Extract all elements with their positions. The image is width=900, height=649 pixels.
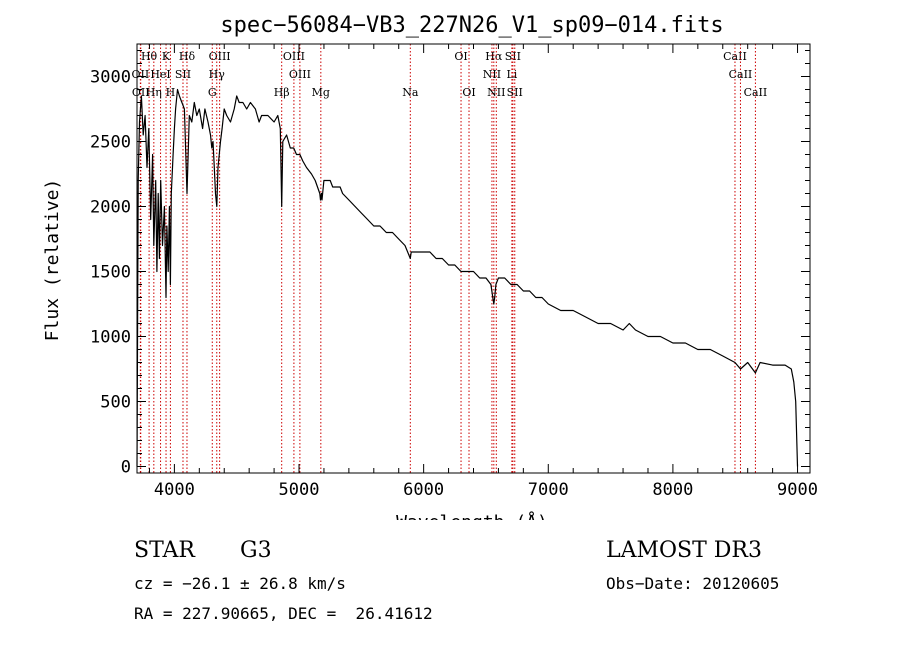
spectral-line-label: NII xyxy=(483,68,501,81)
spectral-line-label: Hγ xyxy=(209,68,226,81)
x-tick-label: 6000 xyxy=(403,480,444,500)
spectrum-layer xyxy=(136,88,799,467)
redshift-cz: cz = −26.1 ± 26.8 km/s xyxy=(134,574,346,593)
spectral-line-label: OIII xyxy=(209,50,231,63)
spectral-line-label: OI xyxy=(462,86,475,99)
object-class: STAR xyxy=(134,538,195,563)
y-tick-label: 500 xyxy=(100,393,131,413)
spectral-line-label: K xyxy=(162,50,171,63)
x-tick-label: 4000 xyxy=(154,480,195,500)
y-tick-label: 0 xyxy=(121,458,131,478)
spectral-line-label: OII xyxy=(132,86,150,99)
y-tick-label: 1000 xyxy=(90,328,131,348)
spectral-line-label: Hδ xyxy=(179,50,196,63)
observation-date: Obs−Date: 20120605 xyxy=(606,574,780,593)
spectral-line-label: Hβ xyxy=(274,86,290,99)
x-tick-label: 7000 xyxy=(528,480,569,500)
spectral-line-label: HeI xyxy=(150,68,170,81)
spectral-line-label: SII xyxy=(175,68,191,81)
spectral-line-label: Mg xyxy=(312,86,330,99)
spectral-line-label: OI xyxy=(454,50,467,63)
x-tick-label: 9000 xyxy=(777,480,818,500)
spectral-line-label: SII xyxy=(507,86,523,99)
y-tick-label: 3000 xyxy=(90,68,131,88)
ra-dec-coordinates: RA = 227.90665, DEC = 26.41612 xyxy=(134,604,433,623)
spectral-line-label: OIII xyxy=(283,50,305,63)
plot-frame xyxy=(136,43,811,474)
survey-name: LAMOST DR3 xyxy=(606,538,762,563)
spectral-line-label: OII xyxy=(132,68,150,81)
x-axis-label: Wavelength (Å) xyxy=(396,511,548,520)
x-tick-label: 8000 xyxy=(652,480,693,500)
object-subclass: G3 xyxy=(240,538,272,563)
spectral-line-label: CaII xyxy=(744,86,768,99)
y-tick-label: 2500 xyxy=(90,133,131,153)
spectral-line-label: CaII xyxy=(729,68,753,81)
spectrum-chart: spec−56084−VB3_227N26_V1_sp09−014.fits H… xyxy=(42,13,818,520)
spectrum-line xyxy=(136,88,799,467)
spectral-line-label: SII xyxy=(505,50,521,63)
spectral-line-label: Hα xyxy=(485,50,503,63)
y-tick-label: 1500 xyxy=(90,263,131,283)
spectral-line-label: Hθ xyxy=(141,50,158,63)
x-tick-label: 5000 xyxy=(279,480,320,500)
y-tick-label: 2000 xyxy=(90,198,131,218)
y-axis-label: Flux (relative) xyxy=(42,179,63,342)
spectral-line-label: OIII xyxy=(289,68,311,81)
spectral-line-label: Li xyxy=(506,68,517,81)
chart-title: spec−56084−VB3_227N26_V1_sp09−014.fits xyxy=(220,13,723,38)
spectral-line-label: Na xyxy=(402,86,419,99)
spectral-line-label: NII xyxy=(487,86,505,99)
spectral-line-label: CaII xyxy=(723,50,747,63)
axis-ticks: 4000 5000 6000 7000 8000 9000 0 500 1000 1500 2000… xyxy=(90,44,818,500)
spectral-line-label: G xyxy=(208,86,217,99)
spectral-line-label: Hη xyxy=(146,86,162,99)
spectral-line-label: H xyxy=(166,86,176,99)
